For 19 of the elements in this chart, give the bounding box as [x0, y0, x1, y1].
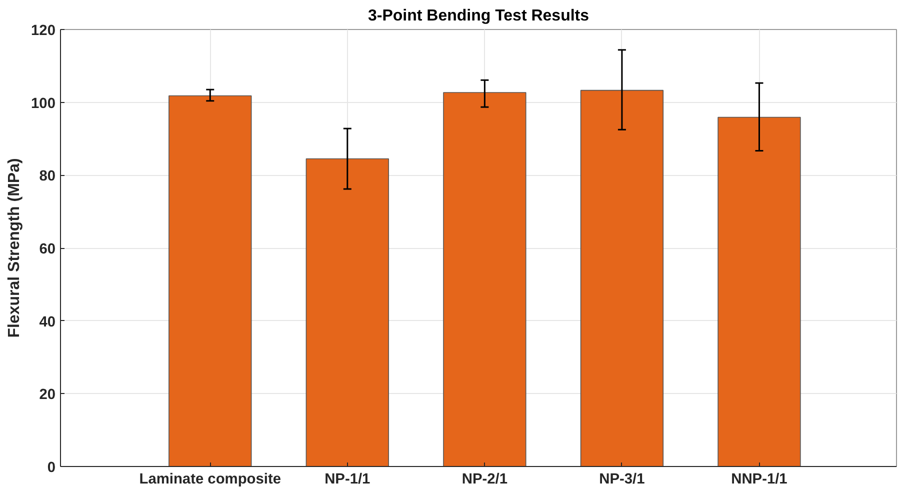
y-tick-label: 80 — [39, 168, 56, 185]
bar — [306, 158, 389, 466]
chart-title: 3-Point Bending Test Results — [368, 8, 590, 24]
y-tick-label: 120 — [31, 23, 56, 39]
x-tick-label: NP-3/1 — [599, 472, 645, 488]
y-axis-title: Flexural Strength (MPa) — [6, 158, 24, 338]
x-tick-label: Laminate composite — [139, 472, 281, 488]
y-tick-label: 60 — [39, 242, 56, 258]
bar — [580, 90, 664, 466]
x-tick-label: NP-1/1 — [324, 472, 370, 488]
bar — [168, 95, 252, 466]
x-tick-label: NNP-1/1 — [731, 472, 788, 488]
bar — [443, 92, 526, 466]
y-tick-label: 40 — [39, 314, 56, 330]
x-tick-label: NP-2/1 — [462, 472, 508, 488]
bar — [718, 116, 801, 466]
y-tick-label: 0 — [47, 460, 56, 476]
y-tick-label: 20 — [39, 387, 56, 404]
y-tick-label: 100 — [31, 96, 56, 112]
